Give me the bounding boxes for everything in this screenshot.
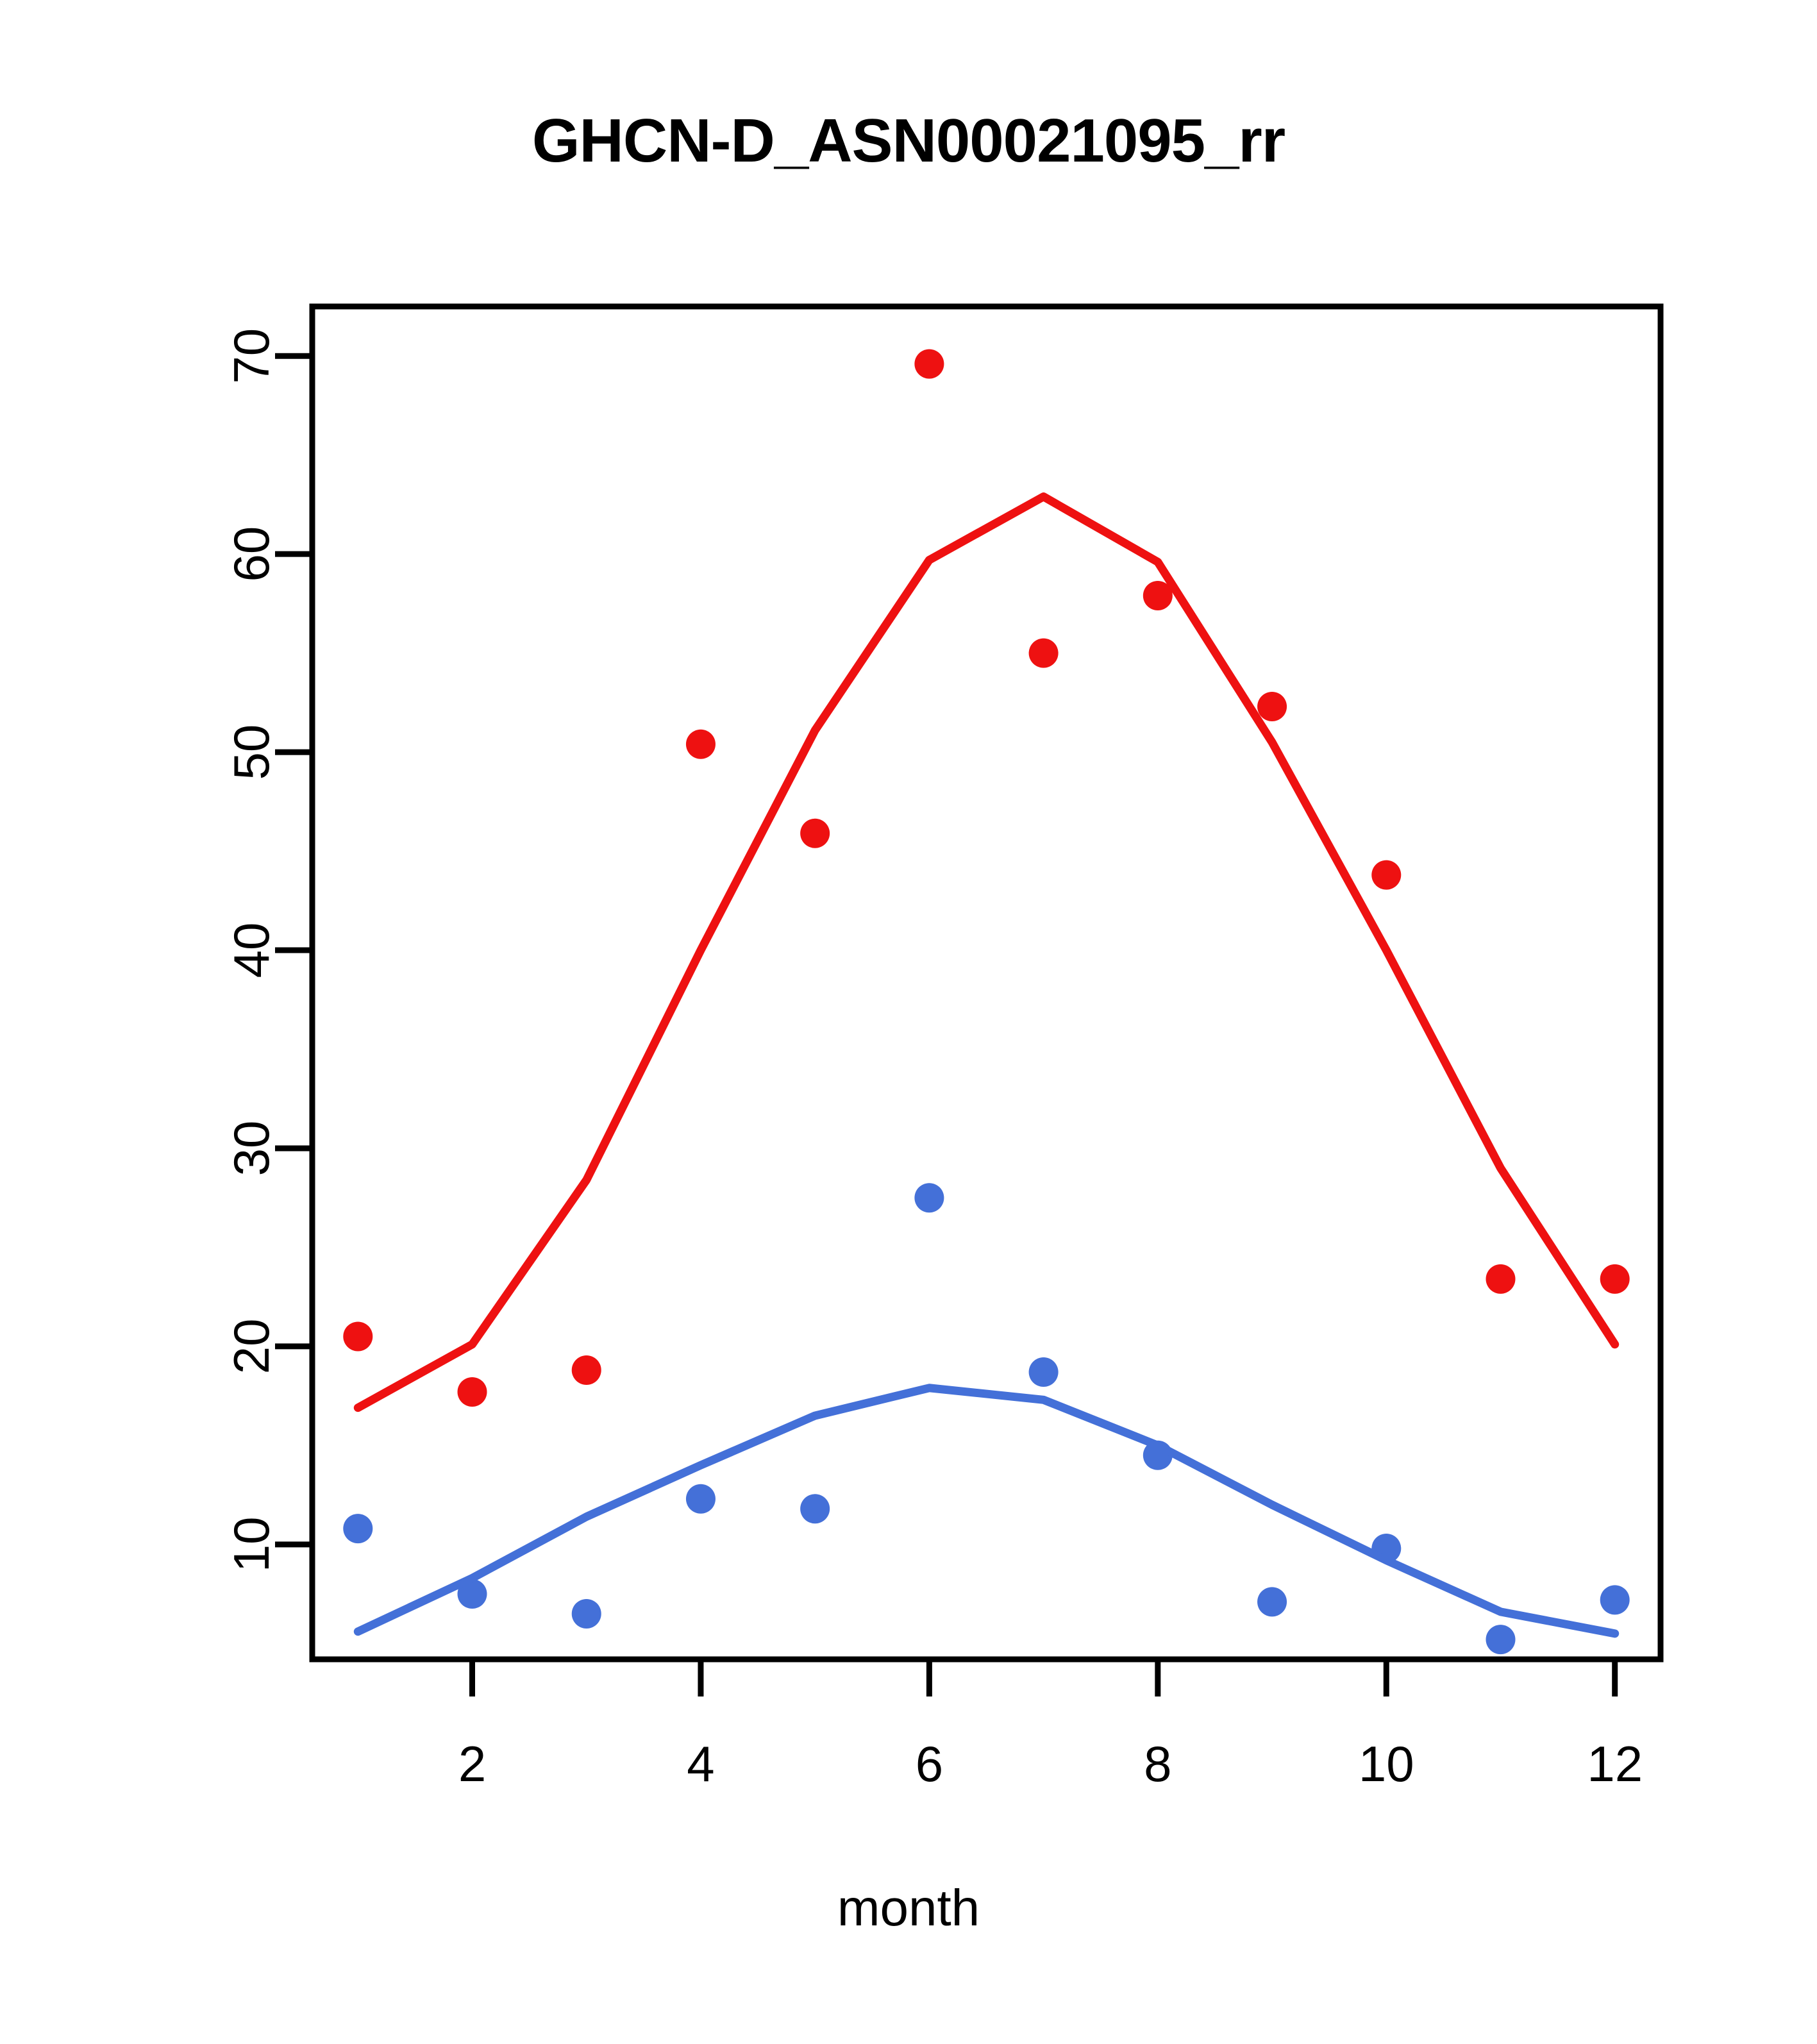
data-point [571, 1598, 601, 1629]
y-tick-label: 50 [223, 725, 280, 780]
x-tick-label: 8 [1144, 1736, 1171, 1792]
x-tick-label: 10 [1359, 1736, 1414, 1792]
data-point [343, 1321, 373, 1352]
data-point [1028, 1357, 1059, 1387]
page-title: GHCN-D_ASN00021095_rr [532, 106, 1285, 175]
x-tick-label: 12 [1587, 1736, 1643, 1792]
data-point [685, 1484, 716, 1514]
data-point [1486, 1625, 1516, 1655]
data-point [343, 1514, 373, 1544]
data-point [800, 818, 830, 848]
x-tick-label: 4 [687, 1736, 714, 1792]
series-points-lower-points [343, 1183, 1630, 1655]
series-line-lower-curve [353, 1384, 1620, 1638]
data-point [1600, 1585, 1630, 1615]
y-tick-label: 70 [223, 328, 280, 384]
plot-frame [309, 303, 1664, 1663]
data-point [1257, 1587, 1287, 1617]
x-axis-title: month [837, 1879, 980, 1936]
data-point [800, 1494, 830, 1524]
y-tick-label: 60 [223, 526, 280, 582]
y-tick-label: 30 [223, 1121, 280, 1177]
data-point [1028, 638, 1059, 668]
y-tick-label: 10 [223, 1516, 280, 1572]
series-line-upper-curve [353, 492, 1620, 1412]
data-series-layer [343, 349, 1630, 1655]
y-tick-label: 40 [223, 923, 280, 978]
data-point [1486, 1264, 1516, 1294]
data-point [914, 349, 944, 379]
x-axis-ticks: 2 4 6 8 10 12 [458, 1659, 1643, 1792]
data-point [1143, 581, 1173, 611]
data-point [571, 1355, 601, 1385]
y-tick-label: 20 [223, 1319, 280, 1375]
x-tick-label: 6 [916, 1736, 943, 1792]
data-point [1371, 860, 1402, 890]
series-points-upper-points [343, 349, 1630, 1407]
data-point [914, 1183, 944, 1213]
data-point [1600, 1264, 1630, 1294]
y-axis-ticks: 10 20 30 40 50 60 70 [223, 328, 312, 1572]
x-tick-label: 2 [458, 1736, 486, 1792]
data-point [457, 1377, 487, 1407]
data-point [457, 1579, 487, 1609]
data-point [1257, 692, 1287, 722]
data-point [685, 729, 716, 759]
